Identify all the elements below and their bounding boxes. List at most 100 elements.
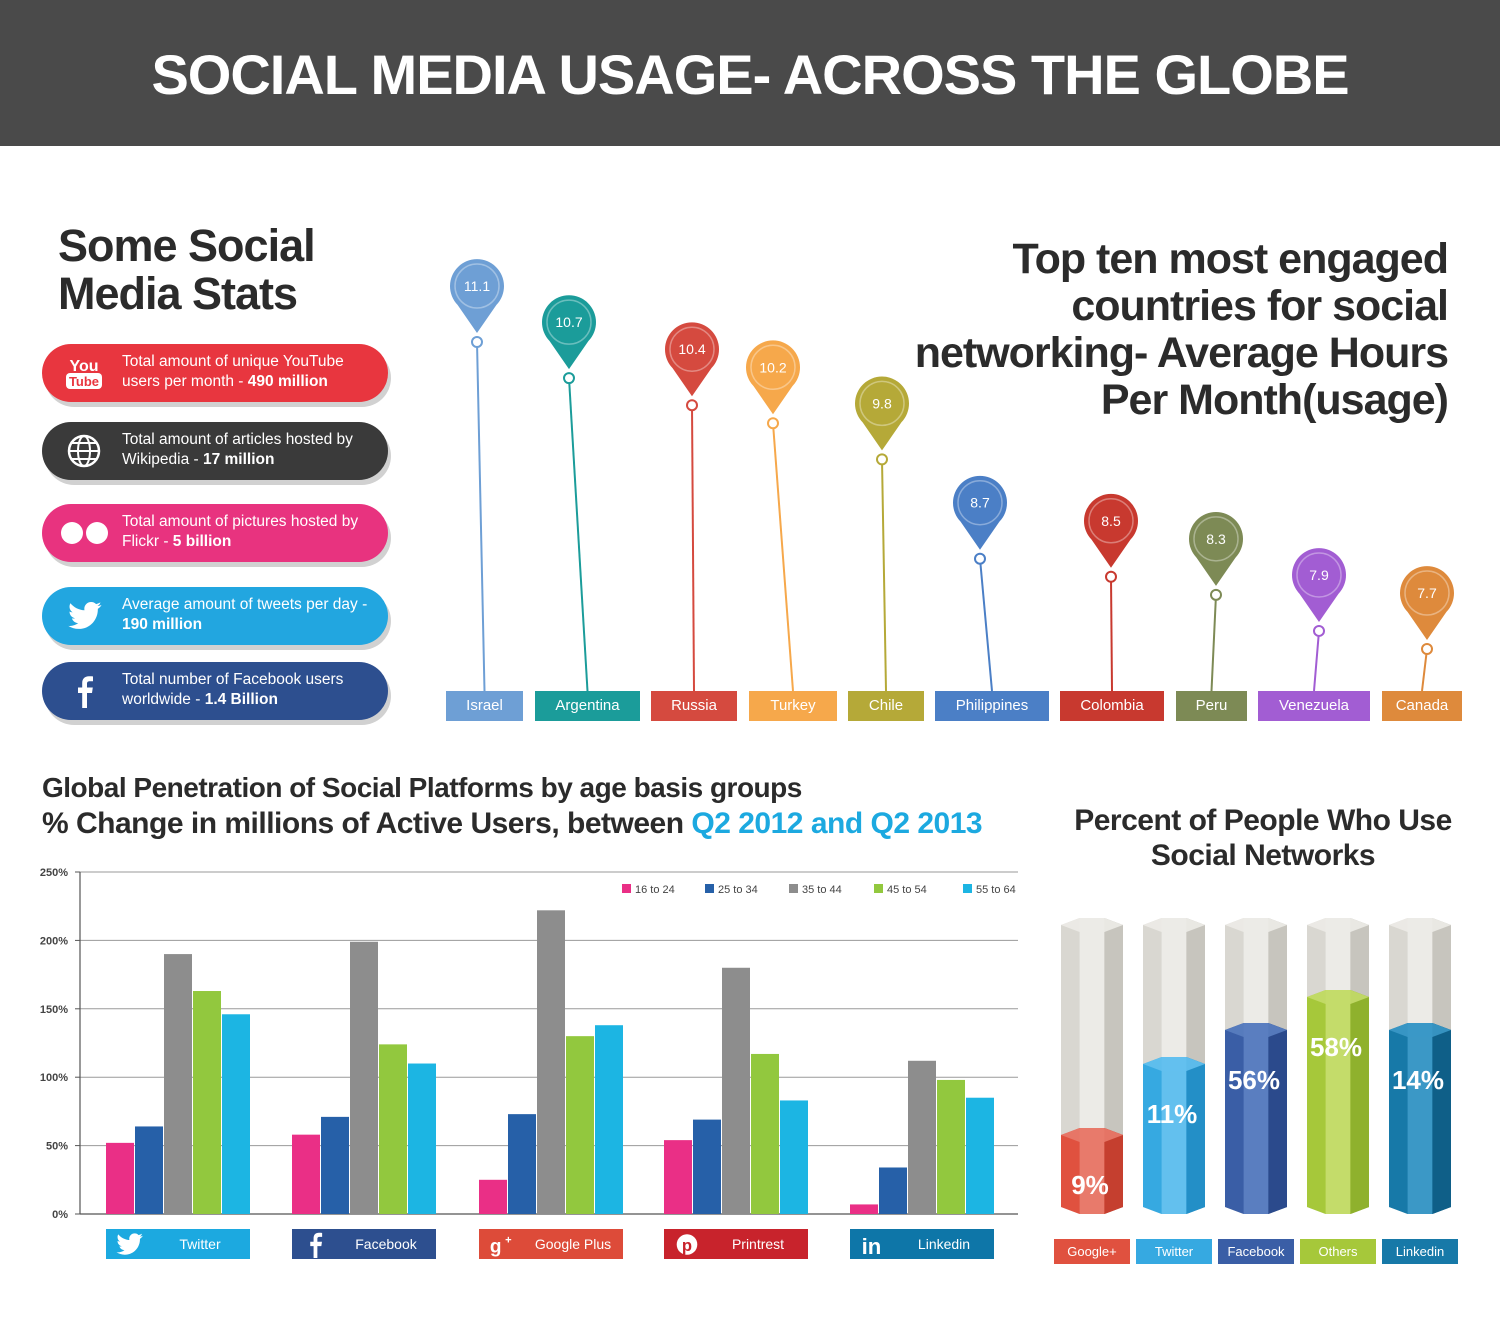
stat-value: 190 million [122, 616, 203, 633]
bar [193, 991, 221, 1214]
percent-category-bg [1381, 1238, 1459, 1265]
pin-stick [568, 378, 589, 692]
pin-dot [876, 453, 888, 466]
country-label: Peru [1176, 691, 1247, 721]
engaged-countries-title: Top ten most engaged countries for socia… [914, 235, 1449, 424]
country-label: Colombia [1060, 691, 1164, 721]
percent-category-name: Facebook [1227, 1244, 1285, 1259]
country-label: Russia [651, 691, 737, 721]
pin-marker [1189, 511, 1243, 586]
bar [780, 1100, 808, 1214]
pin-ring [669, 326, 715, 372]
pin-value: 8.5 [1101, 513, 1121, 529]
bar [566, 1036, 594, 1214]
prism-top [1143, 918, 1205, 932]
pin-stick [691, 405, 695, 692]
percent-category-bg [1217, 1238, 1295, 1265]
pin-ring [1193, 516, 1239, 562]
country-label: Canada [1382, 691, 1462, 721]
y-tick-label: 200% [40, 935, 68, 947]
stat-text: Total amount of unique YouTube users per… [122, 352, 384, 392]
pin-dot [686, 399, 698, 412]
country-label: Philippines [935, 691, 1049, 721]
pin-dot [1421, 643, 1433, 655]
stat-value: 5 billion [172, 533, 232, 550]
stat-value: 1.4 Billion [204, 691, 278, 708]
percent-category-name: Google+ [1067, 1244, 1117, 1259]
bar [537, 910, 565, 1214]
legend-label: 16 to 24 [635, 884, 675, 896]
pin-stick [1210, 594, 1217, 692]
pin-ring [454, 263, 500, 309]
bar [664, 1140, 692, 1214]
country-pin: 7.7 [1400, 566, 1454, 692]
percent-value: 14% [1392, 1065, 1444, 1095]
percent-category-label: Others [1298, 1237, 1378, 1266]
prism-top [1225, 918, 1287, 932]
pin-stick [772, 423, 794, 692]
country-label: Israel [446, 691, 523, 721]
prism-top [1225, 1023, 1287, 1037]
legend-item: 35 to 44 [789, 884, 842, 896]
legend-swatch [622, 884, 631, 893]
legend-swatch [963, 884, 972, 893]
percent-value: 9% [1071, 1170, 1109, 1200]
country-label: Venezuela [1258, 691, 1370, 721]
facebook-icon [310, 1232, 323, 1258]
percent-category-border [1216, 1237, 1296, 1266]
globe-icon [60, 434, 108, 468]
stat-text: Total amount of articles hosted by Wikip… [122, 430, 384, 470]
stat-description: Average amount of tweets per day - [122, 596, 368, 613]
pin-value: 11.1 [464, 278, 490, 294]
bar [222, 1014, 250, 1214]
prism-top [1389, 918, 1451, 932]
country-label: Turkey [749, 691, 837, 721]
pin-ring [546, 299, 592, 345]
pin-stick [881, 459, 887, 692]
pin-value: 7.7 [1417, 585, 1437, 601]
pin-ring [750, 344, 796, 391]
pin-dot [974, 552, 986, 565]
percent-category-border [1298, 1237, 1378, 1266]
bar [292, 1134, 320, 1214]
pinterest-icon: p [676, 1234, 698, 1255]
stat-value: 17 million [202, 451, 275, 468]
stat-item: Total amount of pictures hosted by Flick… [42, 504, 388, 562]
country-pin: 10.7 [541, 295, 596, 692]
percent-column: 11% [1143, 918, 1205, 1214]
pin-value: 8.7 [970, 495, 990, 511]
pin-dot [1210, 588, 1222, 601]
pin-dot [1313, 624, 1325, 637]
prism-top [1307, 918, 1369, 932]
penetration-subtitle-highlight: Q2 2012 and Q2 2013 [691, 807, 983, 840]
y-tick-label: 150% [40, 1004, 68, 1016]
pin-marker [1400, 566, 1454, 640]
stat-value: 490 million [247, 373, 328, 390]
pin-dot [563, 372, 575, 385]
prism-side [1432, 1023, 1451, 1214]
stat-text: Average amount of tweets per day - 190 m… [122, 595, 384, 635]
prism-side [1350, 990, 1369, 1214]
pin-stick [979, 558, 993, 692]
bar [479, 1179, 507, 1214]
pin-ring [1296, 552, 1342, 598]
prism-top [1061, 1128, 1123, 1142]
legend-item: 55 to 64 [963, 884, 1016, 896]
category-label: Facebook [292, 1229, 436, 1259]
category-label: Twitter [106, 1229, 250, 1259]
svg-text:+: + [505, 1235, 512, 1247]
penetration-bar-chart: 0% 50% 100% 150% 200% 250% 16 to 24 25 to 34 35 … [40, 867, 1018, 1259]
bar [722, 967, 750, 1214]
stat-text: Total number of Facebook users worldwide… [122, 670, 384, 710]
bar [106, 1142, 134, 1214]
stat-item: Total number of Facebook users worldwide… [42, 662, 388, 720]
pin-stick [1313, 630, 1320, 692]
category-name: Printrest [732, 1236, 784, 1252]
pin-value: 10.7 [555, 314, 582, 330]
category-label: in Linkedin [850, 1229, 994, 1259]
header-bar: SOCIAL MEDIA USAGE- ACROSS THE GLOBE [0, 0, 1500, 146]
bar [595, 1025, 623, 1214]
stat-item: Total amount of articles hosted by Wikip… [42, 422, 388, 480]
percent-category-label: Facebook [1216, 1237, 1296, 1266]
country-pin: 8.3 [1189, 511, 1243, 692]
